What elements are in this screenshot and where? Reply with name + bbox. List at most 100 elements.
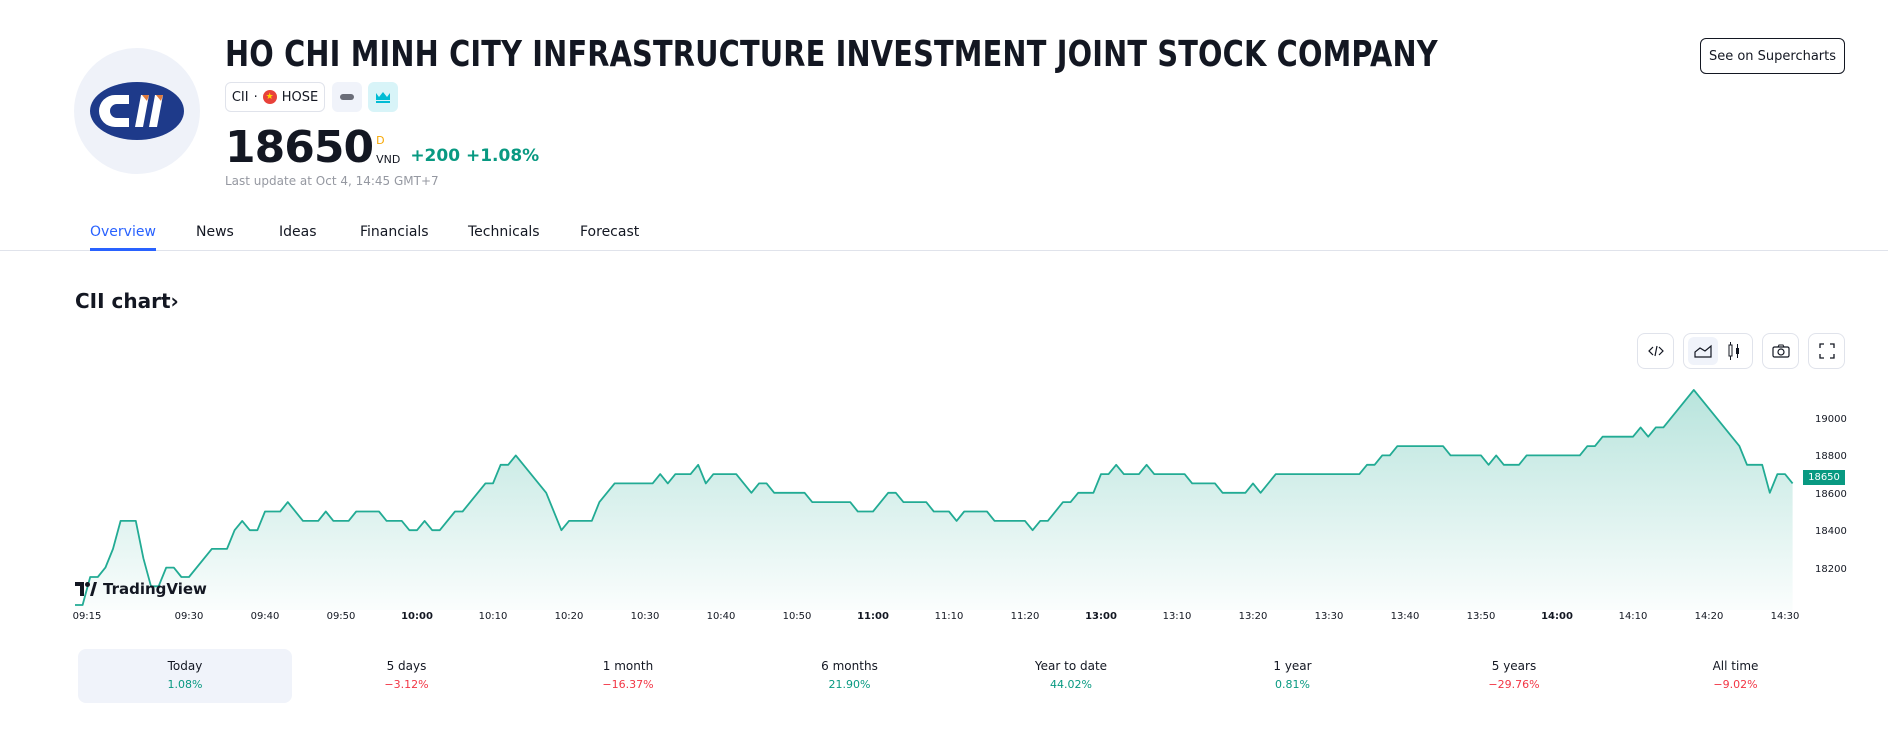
x-tick-label: 14:10 bbox=[1618, 611, 1648, 622]
company-title: HO CHI MINH CITY INFRASTRUCTURE INVESTME… bbox=[225, 34, 1438, 75]
period-5-years[interactable]: 5 years −29.76% bbox=[1407, 649, 1621, 703]
tab-bar: Overview News Ideas Financials Technical… bbox=[0, 222, 1888, 251]
period-label: Year to date bbox=[1034, 659, 1108, 673]
x-tick-label: 13:00 bbox=[1085, 611, 1117, 622]
x-tick-label: 13:30 bbox=[1314, 611, 1344, 622]
period-label: 5 days bbox=[386, 659, 427, 673]
company-logo bbox=[74, 48, 200, 174]
last-price-label: 18650 bbox=[1803, 470, 1845, 485]
fullscreen-button[interactable] bbox=[1808, 333, 1845, 369]
currency-block: D VND bbox=[376, 134, 400, 166]
tab-forecast[interactable]: Forecast bbox=[580, 224, 640, 240]
candles-button[interactable] bbox=[1719, 337, 1749, 365]
tab-financials[interactable]: Financials bbox=[360, 224, 429, 240]
price-chart[interactable] bbox=[0, 0, 1888, 640]
area-chart-icon bbox=[1693, 344, 1712, 358]
price-change: +200 +1.08% bbox=[410, 146, 539, 166]
tab-overview[interactable]: Overview bbox=[90, 224, 156, 251]
period-change: 1.08% bbox=[167, 678, 203, 691]
change-abs: +200 bbox=[410, 146, 461, 166]
price-row: 18650 D VND +200 +1.08% bbox=[225, 124, 539, 172]
embed-button[interactable] bbox=[1637, 333, 1674, 369]
fullscreen-icon bbox=[1818, 343, 1835, 359]
x-tick-label: 09:30 bbox=[174, 611, 204, 622]
x-tick-label: 10:10 bbox=[478, 611, 508, 622]
y-tick-label: 19000 bbox=[1815, 414, 1847, 425]
period-change: −3.12% bbox=[384, 678, 429, 691]
chart-heading: CII chart bbox=[75, 289, 171, 313]
separator: · bbox=[253, 89, 258, 105]
x-tick-label: 10:50 bbox=[782, 611, 812, 622]
candles-icon bbox=[1728, 342, 1739, 360]
tab-ideas[interactable]: Ideas bbox=[279, 224, 317, 240]
x-tick-label: 13:10 bbox=[1162, 611, 1192, 622]
chart-type-group bbox=[1683, 333, 1753, 369]
camera-icon bbox=[1771, 344, 1790, 358]
y-tick-label: 18800 bbox=[1815, 451, 1847, 463]
period-label: 5 years bbox=[1491, 659, 1537, 673]
period-all-time[interactable]: All time −9.02% bbox=[1629, 649, 1843, 703]
x-tick-label: 11:10 bbox=[934, 611, 964, 622]
x-tick-label: 09:50 bbox=[326, 611, 356, 622]
period-change: −29.76% bbox=[1488, 678, 1540, 691]
currency: VND bbox=[376, 153, 401, 166]
current-price: 18650 bbox=[225, 122, 374, 173]
period-1-month[interactable]: 1 month −16.37% bbox=[521, 649, 735, 703]
period-label: 6 months bbox=[821, 659, 878, 673]
y-tick-label: 18600 bbox=[1815, 488, 1847, 500]
last-update: Last update at Oct 4, 14:45 GMT+7 bbox=[225, 174, 439, 188]
period-label: Today bbox=[167, 659, 203, 673]
chart-price-line bbox=[75, 389, 1794, 606]
premium-badge[interactable] bbox=[368, 82, 398, 112]
chart-heading-link[interactable]: CII chart› bbox=[75, 289, 179, 313]
x-tick-label: 11:00 bbox=[857, 611, 889, 622]
x-tick-label: 11:20 bbox=[1010, 611, 1040, 622]
price-flag: D bbox=[376, 134, 385, 147]
chart-area-fill bbox=[75, 389, 1793, 610]
pill-icon bbox=[340, 94, 354, 100]
tab-technicals[interactable]: Technicals bbox=[468, 224, 540, 240]
tradingview-logo-icon bbox=[75, 582, 97, 596]
chevron-right-icon: › bbox=[170, 289, 179, 313]
symbol: CII bbox=[231, 89, 249, 105]
tab-news[interactable]: News bbox=[196, 224, 234, 240]
y-tick-label: 18200 bbox=[1815, 563, 1847, 575]
change-pct: +1.08% bbox=[465, 146, 540, 166]
type-badge[interactable] bbox=[332, 82, 362, 112]
period-label: All time bbox=[1712, 659, 1759, 673]
y-tick-label: 18400 bbox=[1815, 526, 1847, 538]
period-label: 1 year bbox=[1273, 659, 1312, 673]
x-tick-label: 09:40 bbox=[250, 611, 280, 622]
cii-logo-icon bbox=[90, 82, 184, 140]
x-tick-label: 10:00 bbox=[401, 611, 433, 622]
x-tick-label: 14:20 bbox=[1694, 611, 1724, 622]
crown-icon bbox=[376, 92, 390, 103]
period-change: 21.90% bbox=[828, 678, 871, 691]
vietnam-flag-icon: ★ bbox=[262, 90, 277, 104]
period-year-to-date[interactable]: Year to date 44.02% bbox=[964, 649, 1178, 703]
period-change: 44.02% bbox=[1050, 678, 1092, 691]
exchange: HOSE bbox=[281, 89, 319, 105]
x-tick-label: 14:00 bbox=[1541, 611, 1573, 622]
x-tick-label: 14:30 bbox=[1770, 611, 1800, 622]
period-change: 0.81% bbox=[1275, 678, 1310, 691]
period-6-months[interactable]: 6 months 21.90% bbox=[743, 649, 957, 703]
symbol-badge[interactable]: CII · ★ HOSE bbox=[225, 82, 325, 112]
period-today[interactable]: Today 1.08% bbox=[78, 649, 292, 703]
x-tick-label: 10:20 bbox=[554, 611, 584, 622]
x-tick-label: 10:40 bbox=[706, 611, 736, 622]
x-tick-label: 13:40 bbox=[1390, 611, 1420, 622]
x-tick-label: 13:20 bbox=[1238, 611, 1268, 622]
period-change: −16.37% bbox=[602, 678, 654, 691]
period-change: −9.02% bbox=[1713, 678, 1758, 691]
screenshot-button[interactable] bbox=[1762, 333, 1799, 369]
period-5-days[interactable]: 5 days −3.12% bbox=[300, 649, 514, 703]
tradingview-text: TradingView bbox=[103, 580, 207, 598]
period-1-year[interactable]: 1 year 0.81% bbox=[1186, 649, 1400, 703]
period-label: 1 month bbox=[602, 659, 654, 673]
tradingview-watermark[interactable]: TradingView bbox=[75, 580, 207, 598]
x-tick-label: 09:15 bbox=[72, 611, 102, 622]
x-tick-label: 13:50 bbox=[1466, 611, 1496, 622]
area-chart-button[interactable] bbox=[1687, 337, 1718, 365]
see-on-supercharts-button[interactable]: See on Supercharts bbox=[1700, 38, 1845, 74]
